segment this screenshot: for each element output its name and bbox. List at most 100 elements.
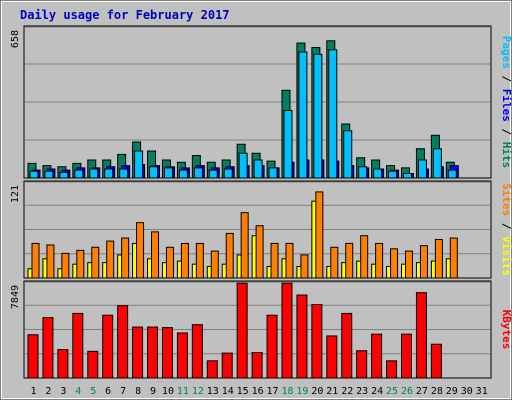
bar-kbytes-day-22 — [341, 312, 353, 379]
bar-kbytes-day-14 — [221, 352, 233, 379]
bar-pages-day-7 — [119, 168, 129, 179]
x-tick-day-14: 14 — [222, 386, 234, 397]
axis-label-part-sv-1: / — [500, 216, 512, 236]
bar-kbytes-day-25 — [386, 360, 398, 379]
bar-kbytes-day-4 — [72, 312, 84, 379]
bar-pages-day-29 — [447, 169, 457, 179]
x-tick-day-3: 3 — [60, 386, 66, 397]
x-tick-day-22: 22 — [341, 386, 353, 397]
bar-kbytes-day-24 — [371, 333, 383, 379]
bar-kbytes-day-13 — [206, 360, 218, 379]
bar-pages-day-20 — [313, 53, 323, 179]
bar-kbytes-day-20 — [311, 304, 323, 379]
bar-pages-day-27 — [417, 159, 427, 179]
bar-sites-day-4 — [76, 249, 85, 279]
x-tick-day-13: 13 — [207, 386, 219, 397]
x-tick-day-25: 25 — [386, 386, 398, 397]
bar-pages-day-22 — [343, 130, 353, 179]
bar-pages-day-24 — [373, 168, 383, 179]
bar-pages-day-6 — [104, 168, 114, 179]
bar-sites-day-22 — [345, 242, 354, 279]
x-tick-day-4: 4 — [75, 386, 81, 397]
bar-sites-day-3 — [61, 252, 70, 279]
x-tick-day-1: 1 — [30, 386, 36, 397]
bar-sites-day-9 — [151, 231, 160, 279]
x-tick-day-7: 7 — [120, 386, 126, 397]
axis-label-kb: KBytes — [500, 310, 512, 350]
axis-label-part-pfh-0: Pages — [500, 36, 512, 69]
bar-sites-day-5 — [91, 246, 100, 279]
bar-pages-day-8 — [134, 150, 144, 179]
bar-sites-day-14 — [225, 232, 234, 279]
bar-pages-day-19 — [298, 51, 308, 179]
bar-sites-day-11 — [180, 242, 189, 279]
bar-sites-day-13 — [210, 250, 219, 279]
x-tick-day-20: 20 — [311, 386, 323, 397]
bar-sites-day-10 — [165, 246, 174, 279]
bar-pages-day-12 — [193, 167, 203, 179]
bar-pages-day-9 — [149, 166, 159, 179]
x-tick-day-8: 8 — [135, 386, 141, 397]
bar-kbytes-day-11 — [176, 332, 188, 379]
ymax-label-pfh: 658 — [10, 30, 21, 48]
bar-sites-day-27 — [419, 245, 428, 279]
chart-title: Daily usage for February 2017 — [20, 8, 230, 22]
bar-sites-day-18 — [285, 242, 294, 279]
bar-kbytes-day-5 — [87, 350, 99, 379]
axis-label-part-pfh-4: Hits — [500, 142, 512, 169]
bar-sites-day-19 — [300, 254, 309, 279]
bar-sites-day-2 — [46, 244, 55, 279]
bar-pages-day-21 — [328, 49, 338, 179]
x-tick-day-17: 17 — [267, 386, 279, 397]
x-tick-day-30: 30 — [461, 386, 473, 397]
bar-sites-day-21 — [330, 246, 339, 279]
bar-sites-day-29 — [449, 237, 458, 279]
axis-label-part-sv-2: Visits — [500, 236, 512, 276]
x-tick-day-23: 23 — [356, 386, 368, 397]
bar-pages-day-4 — [74, 169, 84, 179]
bar-sites-day-1 — [31, 242, 40, 279]
bar-sites-day-28 — [434, 239, 443, 279]
bar-pages-day-2 — [44, 170, 54, 179]
bar-kbytes-day-19 — [296, 294, 308, 379]
x-tick-day-9: 9 — [150, 386, 156, 397]
ymax-label-kb: 7849 — [10, 285, 21, 309]
bar-pages-day-28 — [432, 148, 442, 179]
bar-sites-day-16 — [255, 225, 264, 279]
x-tick-day-29: 29 — [446, 386, 458, 397]
bar-pages-day-18 — [283, 110, 293, 179]
bar-pages-day-26 — [403, 173, 412, 179]
x-tick-day-12: 12 — [192, 386, 204, 397]
axis-label-sv: Sites / Visits — [500, 183, 512, 276]
bar-kbytes-day-8 — [132, 326, 144, 379]
bar-pages-day-10 — [163, 167, 173, 179]
bar-pages-day-15 — [238, 152, 248, 179]
bar-pages-day-3 — [59, 171, 69, 179]
axis-label-part-pfh-1: / — [500, 69, 512, 89]
bar-pages-day-25 — [388, 170, 398, 179]
axis-label-part-pfh-2: Files — [500, 89, 512, 122]
bar-kbytes-day-26 — [401, 333, 412, 379]
bar-kbytes-day-28 — [430, 343, 442, 379]
bar-pages-day-17 — [268, 167, 278, 179]
bar-kbytes-day-2 — [42, 317, 54, 379]
x-tick-day-26: 26 — [401, 386, 413, 397]
bar-pages-day-16 — [253, 159, 263, 179]
bar-pages-day-13 — [208, 169, 218, 179]
bar-pages-day-23 — [358, 166, 368, 179]
bar-sites-day-25 — [390, 248, 399, 279]
bar-sites-day-15 — [240, 212, 249, 279]
bar-kbytes-day-15 — [236, 282, 248, 379]
x-tick-day-19: 19 — [296, 386, 308, 397]
x-tick-day-15: 15 — [237, 386, 249, 397]
x-tick-day-21: 21 — [326, 386, 338, 397]
axis-label-part-sv-0: Sites — [500, 183, 512, 216]
bar-sites-day-7 — [121, 237, 130, 279]
bar-kbytes-day-17 — [266, 314, 278, 379]
bar-sites-day-6 — [106, 240, 115, 279]
x-tick-day-18: 18 — [281, 386, 293, 397]
bar-pages-day-14 — [223, 168, 233, 179]
bar-kbytes-day-6 — [102, 314, 114, 379]
bar-kbytes-day-27 — [415, 292, 427, 379]
